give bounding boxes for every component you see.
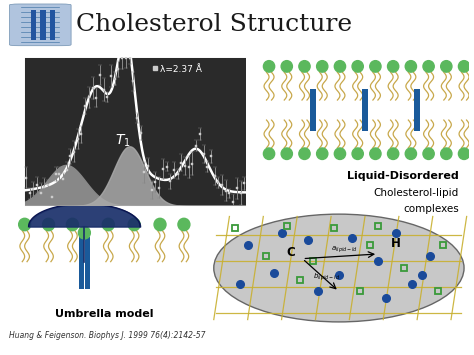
- Circle shape: [299, 148, 310, 159]
- Circle shape: [334, 61, 346, 72]
- Text: complexes: complexes: [403, 204, 459, 214]
- Bar: [31, 10, 36, 40]
- Bar: [50, 10, 55, 40]
- Text: $T_1$: $T_1$: [115, 133, 131, 149]
- FancyBboxPatch shape: [9, 4, 71, 46]
- Text: λ=2.37 Å: λ=2.37 Å: [160, 65, 201, 74]
- Text: Umbrella model: Umbrella model: [55, 310, 154, 320]
- Bar: [85, 237, 90, 289]
- Circle shape: [281, 61, 292, 72]
- Bar: [414, 89, 420, 131]
- Bar: [362, 89, 368, 131]
- Circle shape: [128, 218, 140, 231]
- Circle shape: [388, 148, 399, 159]
- Circle shape: [18, 218, 31, 231]
- Circle shape: [317, 61, 328, 72]
- Text: C: C: [287, 246, 295, 259]
- Circle shape: [370, 148, 381, 159]
- Circle shape: [334, 148, 346, 159]
- Circle shape: [102, 218, 114, 231]
- X-axis label: q∥ (Å⁻¹): q∥ (Å⁻¹): [117, 227, 154, 239]
- Circle shape: [264, 148, 274, 159]
- Text: H: H: [391, 237, 401, 250]
- Circle shape: [458, 61, 470, 72]
- Text: Cholesterol Structure: Cholesterol Structure: [76, 13, 352, 36]
- Text: $a_{lipid-ld}$: $a_{lipid-ld}$: [331, 244, 358, 255]
- Circle shape: [43, 218, 55, 231]
- Circle shape: [154, 218, 166, 231]
- Text: Huang & Feigenson. Biophys J. 1999 76(4):2142-57: Huang & Feigenson. Biophys J. 1999 76(4)…: [9, 331, 206, 340]
- Circle shape: [317, 148, 328, 159]
- Ellipse shape: [214, 214, 464, 322]
- Circle shape: [78, 226, 91, 239]
- Circle shape: [299, 61, 310, 72]
- Circle shape: [264, 61, 274, 72]
- Circle shape: [441, 61, 452, 72]
- Circle shape: [281, 148, 292, 159]
- Circle shape: [370, 61, 381, 72]
- Bar: [79, 237, 84, 289]
- Circle shape: [178, 218, 190, 231]
- Bar: [40, 10, 46, 40]
- Text: Cholesterol-lipid: Cholesterol-lipid: [374, 188, 459, 198]
- Text: $b_{lipid-ld}$: $b_{lipid-ld}$: [313, 271, 340, 283]
- Circle shape: [423, 148, 434, 159]
- Circle shape: [405, 61, 417, 72]
- Circle shape: [423, 61, 434, 72]
- Circle shape: [405, 148, 417, 159]
- Circle shape: [458, 148, 470, 159]
- Circle shape: [352, 61, 363, 72]
- Text: Liquid-Disordered: Liquid-Disordered: [347, 171, 459, 181]
- Circle shape: [352, 148, 363, 159]
- Bar: [310, 89, 316, 131]
- Circle shape: [388, 61, 399, 72]
- Circle shape: [66, 218, 78, 231]
- Circle shape: [441, 148, 452, 159]
